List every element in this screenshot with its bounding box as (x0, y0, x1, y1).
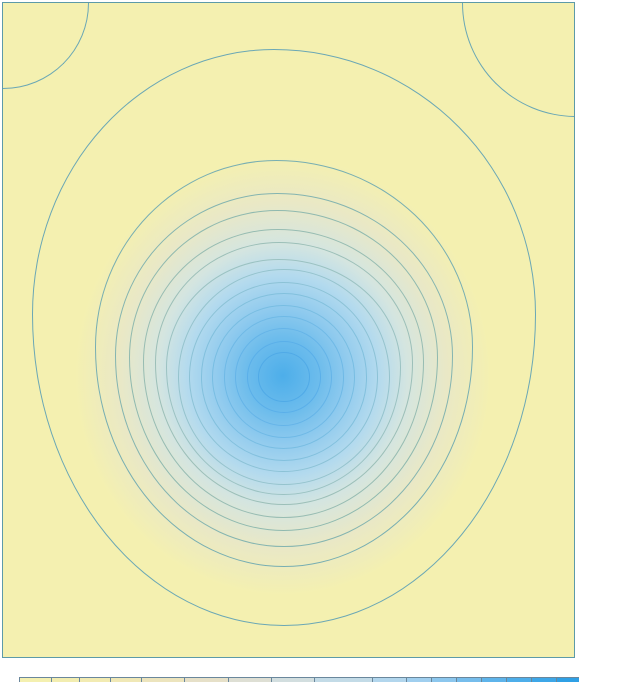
colorbar-cell-3 (110, 677, 141, 682)
colorbar-cell-9 (372, 677, 406, 682)
colorbar-cell-8 (314, 677, 372, 682)
colorbar-cell-10 (406, 677, 431, 682)
colorbar-cell-2 (79, 677, 110, 682)
colorbar-cell-4 (141, 677, 184, 682)
colorbar-cell-13 (481, 677, 506, 682)
figure-canvas (0, 0, 644, 682)
colorbar-cell-15 (531, 677, 556, 682)
colorbar-cell-6 (228, 677, 271, 682)
contour-level-14 (258, 352, 310, 401)
colorbar-cell-7 (271, 677, 314, 682)
colorbar-cell-0 (19, 677, 51, 682)
colorbar (19, 677, 579, 682)
colorbar-cell-14 (506, 677, 531, 682)
colorbar-cell-1 (51, 677, 79, 682)
colorbar-cell-12 (456, 677, 481, 682)
colorbar-cell-16 (556, 677, 579, 682)
contour-plot (2, 2, 575, 658)
colorbar-cell-11 (431, 677, 456, 682)
colorbar-cell-5 (184, 677, 228, 682)
